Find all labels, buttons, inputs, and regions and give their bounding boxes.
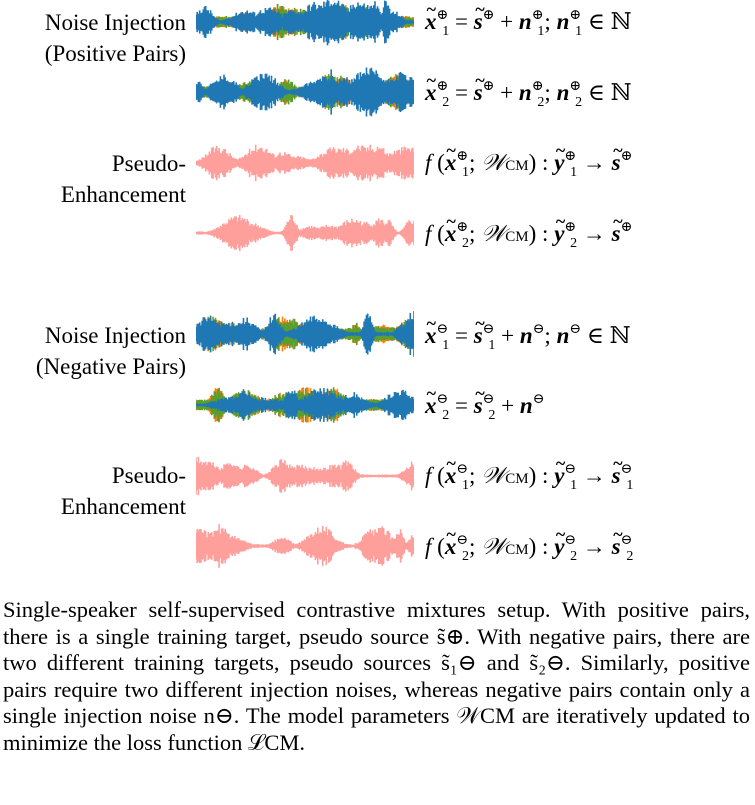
waveform-enhanced-negative-1 bbox=[196, 446, 414, 506]
row-label-noise-injection-positive: Noise Injection (Positive Pairs) bbox=[0, 7, 186, 69]
waveform-svg bbox=[196, 387, 414, 423]
equation-positive-enhancement-1: f (x⊕1; 𝒲CM) : y⊕1 → s⊕ bbox=[425, 149, 632, 181]
waveform-svg bbox=[196, 524, 414, 568]
waveform-svg bbox=[196, 215, 414, 251]
waveform-svg bbox=[196, 456, 414, 496]
waveform-enhanced-positive-2 bbox=[196, 203, 414, 263]
waveform-svg bbox=[196, 311, 414, 357]
label-line: Enhancement bbox=[60, 494, 186, 519]
equation-positive-mixture-1: x⊕1 = s⊕ + n⊕1; n⊕1 ∈ ℕ bbox=[425, 8, 632, 40]
waveform-noisy-negative-2 bbox=[196, 375, 414, 435]
equation-negative-enhancement-2: f (x⊖2; 𝒲CM) : y⊖2 → s⊖2 bbox=[425, 533, 633, 565]
label-line: (Negative Pairs) bbox=[35, 354, 186, 379]
waveform-svg bbox=[196, 67, 414, 117]
waveform-enhanced-negative-2 bbox=[196, 516, 414, 576]
equation-negative-mixture-2: x⊖2 = s⊖2 + n⊖ bbox=[425, 392, 544, 424]
equation-negative-mixture-1: x⊖1 = s⊖1 + n⊖; n⊖ ∈ ℕ bbox=[425, 322, 631, 354]
waveform-svg bbox=[196, 0, 414, 46]
row-label-pseudo-enhancement-positive: Pseudo- Enhancement bbox=[0, 148, 186, 210]
equation-positive-mixture-2: x⊕2 = s⊕ + n⊕2; n⊕2 ∈ ℕ bbox=[425, 79, 632, 111]
label-line: Pseudo- bbox=[111, 463, 186, 488]
row-label-pseudo-enhancement-negative: Pseudo- Enhancement bbox=[0, 460, 186, 522]
figure-caption: Single-speaker self-supervised contrasti… bbox=[3, 597, 750, 755]
row-label-noise-injection-negative: Noise Injection (Negative Pairs) bbox=[0, 320, 186, 382]
equation-negative-enhancement-1: f (x⊖1; 𝒲CM) : y⊖1 → s⊖1 bbox=[425, 462, 633, 494]
label-line: (Positive Pairs) bbox=[44, 41, 186, 66]
label-line: Noise Injection bbox=[44, 323, 186, 348]
label-line: Enhancement bbox=[60, 182, 186, 207]
waveform-noisy-positive-1 bbox=[196, 0, 414, 52]
waveform-noisy-negative-1 bbox=[196, 304, 414, 364]
waveform-noisy-positive-2 bbox=[196, 62, 414, 122]
label-line: Pseudo- bbox=[111, 151, 186, 176]
waveform-enhanced-positive-1 bbox=[196, 133, 414, 193]
equation-positive-enhancement-2: f (x⊕2; 𝒲CM) : y⊕2 → s⊕ bbox=[425, 220, 632, 252]
label-line: Noise Injection bbox=[44, 10, 186, 35]
waveform-svg bbox=[196, 144, 414, 182]
